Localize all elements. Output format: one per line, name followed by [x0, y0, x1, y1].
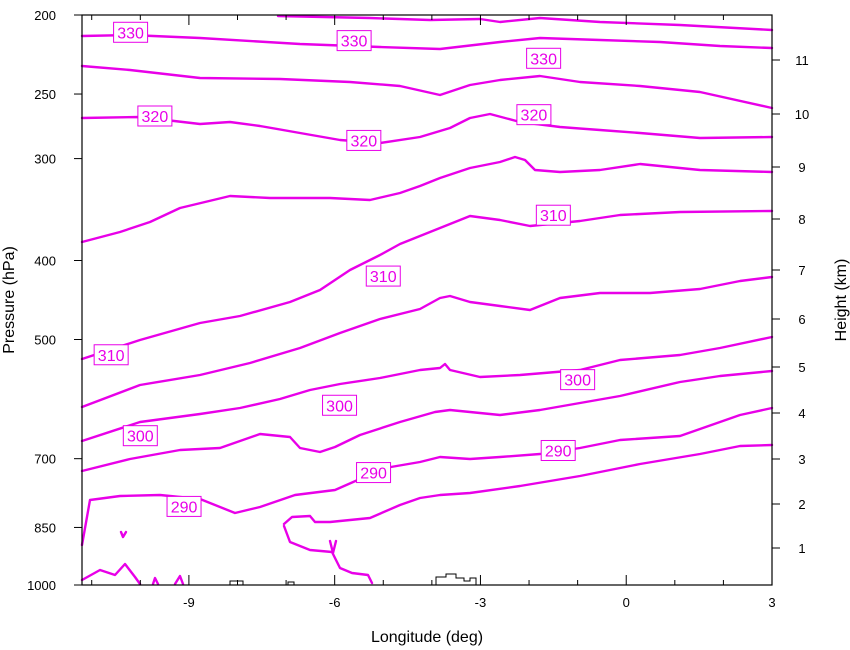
y-tick-label: 500 — [34, 333, 56, 348]
contour-label: 310 — [98, 348, 125, 365]
contour-label: 300 — [326, 398, 353, 415]
contour-line — [328, 539, 338, 555]
contour-label-box — [93, 344, 129, 366]
x-tick-label: -6 — [329, 595, 341, 610]
contour-label-box — [166, 495, 202, 517]
contour-label-box — [322, 394, 358, 416]
y2-tick-label: 6 — [798, 312, 805, 327]
contour-line — [173, 574, 185, 586]
contour-label-box — [526, 47, 562, 69]
x-axis-ticks: -9 -6 -3 0 3 — [91, 15, 776, 610]
y-tick-label: 700 — [34, 452, 56, 467]
y-tick-label: 300 — [34, 152, 56, 167]
y2-axis-title: Height (km) — [833, 259, 850, 342]
y2-axis-ticks: 1 2 3 4 5 6 7 8 9 10 11 — [772, 53, 809, 556]
contour-line — [80, 112, 774, 145]
contour-label-box — [560, 369, 596, 391]
y-tick-label: 200 — [34, 8, 56, 23]
contour-line — [80, 64, 774, 110]
contour-label: 300 — [127, 429, 154, 446]
contour-label-box — [122, 425, 158, 447]
x-tick-label: -3 — [475, 595, 487, 610]
contour-line — [80, 33, 774, 51]
contour-label: 320 — [521, 108, 548, 125]
contour-label-box — [346, 129, 382, 151]
y2-tick-label: 11 — [795, 53, 809, 68]
contour-label-box — [113, 21, 149, 43]
y2-tick-label: 1 — [798, 541, 805, 556]
terrain-segment — [229, 580, 244, 585]
y2-tick-label: 5 — [798, 360, 805, 375]
y2-tick-label: 2 — [798, 497, 805, 512]
terrain-segment — [287, 581, 295, 585]
y2-tick-label: 10 — [795, 107, 809, 122]
plot-frame — [81, 14, 773, 586]
terrain-outline — [229, 573, 477, 585]
contour-line — [282, 443, 774, 526]
y2-tick-label: 9 — [798, 160, 805, 175]
contour-label-box — [535, 204, 571, 226]
contour-label: 310 — [540, 208, 567, 225]
contour-label: 320 — [350, 133, 377, 150]
contour-labels: 330 330 330 320 320 320 310 310 310 300 300 300 290 2… — [93, 21, 596, 517]
y2-tick-label: 7 — [798, 263, 805, 278]
x-axis-title: Longitude (deg) — [371, 629, 483, 646]
contour-line — [80, 155, 774, 244]
contour-label: 330 — [341, 34, 368, 51]
contour-label: 310 — [370, 269, 397, 286]
contour-label-box — [356, 462, 392, 484]
terrain-segment — [435, 573, 477, 585]
contour-label: 330 — [117, 25, 144, 42]
x-tick-label: -9 — [183, 595, 195, 610]
contour-label-box — [540, 439, 576, 461]
isentrope-contours — [80, 14, 774, 586]
contour-label: 300 — [564, 373, 591, 390]
y-tick-label: 250 — [34, 87, 56, 102]
contour-label-box — [516, 104, 552, 126]
y-axis-title: Pressure (hPa) — [1, 246, 18, 354]
contour-line — [80, 562, 142, 586]
y2-tick-label: 3 — [798, 452, 805, 467]
contour-label: 290 — [171, 499, 198, 516]
contour-line — [80, 275, 774, 409]
contour-label-box — [336, 30, 372, 52]
x-tick-label: 3 — [768, 595, 775, 610]
contour-label: 320 — [142, 109, 169, 126]
y2-tick-label: 4 — [798, 406, 805, 421]
contour-line — [119, 530, 128, 539]
y-tick-label: 400 — [34, 253, 56, 268]
contour-label: 330 — [530, 51, 557, 68]
contour-line — [282, 524, 374, 585]
x-tick-label: 0 — [623, 595, 630, 610]
y-tick-label: 850 — [34, 520, 56, 535]
y2-tick-label: 8 — [798, 212, 805, 227]
y-axis-ticks: 200 250 300 400 500 700 850 1000 — [27, 8, 82, 593]
y-tick-label: 1000 — [27, 578, 56, 593]
contour-line — [80, 406, 774, 547]
contour-line — [80, 369, 774, 473]
contour-line — [151, 576, 160, 586]
contour-label: 290 — [545, 443, 572, 460]
contour-line — [276, 14, 774, 32]
contour-label: 290 — [360, 466, 387, 483]
contour-label-box — [137, 105, 173, 127]
contour-line — [80, 335, 774, 443]
contour-label-box — [365, 265, 401, 287]
contour-line — [80, 209, 774, 361]
